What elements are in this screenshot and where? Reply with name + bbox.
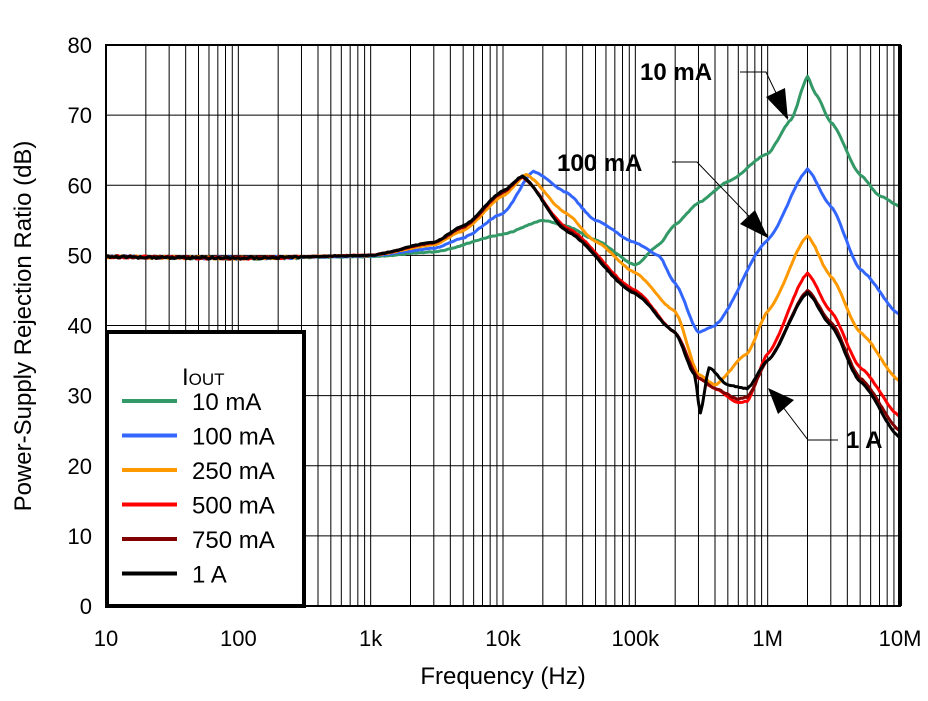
annotation-1a: 1 A xyxy=(768,388,882,454)
x-tick-label: 10M xyxy=(879,626,922,651)
y-tick-label: 0 xyxy=(80,594,92,619)
y-tick-label: 20 xyxy=(68,454,92,479)
x-tick-label: 10 xyxy=(94,626,118,651)
grid xyxy=(105,44,900,607)
annotation-100ma-text: 100 mA xyxy=(557,150,642,177)
y-tick-label: 60 xyxy=(68,173,92,198)
legend-label: 250 mA xyxy=(192,458,275,485)
series-line-1-a xyxy=(105,174,901,439)
legend-title: IOUT xyxy=(182,364,225,391)
x-tick-label: 100k xyxy=(611,626,660,651)
annotation-100ma-arrow-icon xyxy=(740,210,768,238)
legend: IOUT 10 mA 100 mA 250 mA 500 mA 750 mA 1 A xyxy=(105,330,306,608)
legend-label: 100 mA xyxy=(192,424,275,451)
y-tick-label: 10 xyxy=(68,524,92,549)
legend-label: 10 mA xyxy=(192,389,261,416)
x-tick-label: 1k xyxy=(359,626,383,651)
annotation-1a-arrow-icon xyxy=(768,388,794,414)
legend-label: 500 mA xyxy=(192,493,275,520)
annotation-1a-text: 1 A xyxy=(846,427,882,454)
y-tick-label: 80 xyxy=(68,33,92,58)
annotation-10ma-arrow-icon xyxy=(766,88,788,120)
y-tick-label: 50 xyxy=(68,243,92,268)
y-tick-label: 30 xyxy=(68,384,92,409)
x-axis-label: Frequency (Hz) xyxy=(420,663,585,690)
annotation-10ma-text: 10 mA xyxy=(640,59,712,86)
annotation-100ma-leader xyxy=(672,161,769,237)
y-tick-label: 70 xyxy=(68,103,92,128)
legend-label: 750 mA xyxy=(192,527,275,554)
series-lines xyxy=(104,74,902,439)
y-tick-label: 40 xyxy=(68,314,92,339)
x-tick-label: 10k xyxy=(485,626,521,651)
y-axis-label: Power-Supply Rejection Ratio (dB) xyxy=(10,141,37,512)
legend-label: 1 A xyxy=(192,562,227,589)
x-tick-label: 100 xyxy=(220,626,257,651)
annotation-10ma: 10 mA xyxy=(640,59,789,120)
annotation-100ma: 100 mA xyxy=(557,150,769,238)
x-tick-label: 1M xyxy=(752,626,783,651)
